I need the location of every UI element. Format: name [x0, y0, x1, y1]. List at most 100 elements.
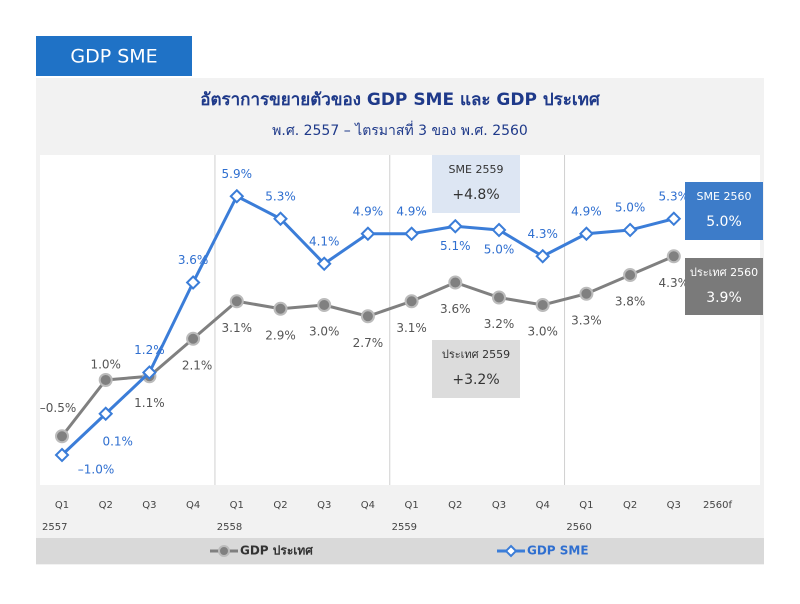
- point: [492, 290, 506, 305]
- x-tick-label: Q2: [623, 500, 637, 511]
- x-tick-label: 2560f: [703, 500, 732, 511]
- annotation-text: 5.0%: [706, 214, 742, 230]
- value-label: 1.1%: [134, 396, 165, 410]
- value-label: –0.5%: [40, 401, 77, 415]
- point: [98, 373, 113, 387]
- chart-title: อัตราการขยายตัวของ GDP SME และ GDP ประเท…: [200, 90, 601, 110]
- annotation-box: [685, 258, 763, 315]
- value-label: 3.1%: [396, 321, 427, 335]
- x-tick-label: Q2: [448, 500, 462, 511]
- point: [186, 331, 201, 346]
- point: [448, 275, 463, 290]
- point: [273, 211, 288, 227]
- point: [447, 218, 463, 234]
- annotation-title: ประเทศ 2559: [442, 348, 510, 361]
- header-title: GDP SME: [70, 46, 157, 68]
- value-label: 2.7%: [353, 336, 384, 350]
- point: [360, 309, 375, 324]
- x-tick-label: Q1: [404, 500, 418, 511]
- value-label: 5.0%: [484, 243, 515, 257]
- x-tick-label: Q4: [186, 500, 200, 511]
- value-label: 1.2%: [134, 343, 165, 357]
- value-label: 3.3%: [571, 313, 602, 327]
- value-label: 5.9%: [222, 167, 253, 181]
- value-label: 5.3%: [265, 189, 296, 203]
- annotation-box: [432, 155, 520, 213]
- point: [578, 226, 594, 242]
- value-label: 4.9%: [353, 204, 384, 218]
- point: [55, 429, 69, 444]
- value-label: 3.6%: [440, 302, 471, 316]
- value-label: 4.9%: [396, 204, 427, 218]
- value-label: 3.0%: [527, 325, 558, 339]
- value-label: –1.0%: [78, 463, 115, 477]
- point: [98, 406, 114, 422]
- x-tick-label: Q4: [361, 500, 375, 511]
- annotation-title: ประเทศ 2560: [690, 266, 758, 279]
- year-label: 2558: [217, 522, 242, 533]
- value-label: 4.9%: [571, 204, 602, 218]
- x-tick-label: Q3: [142, 500, 156, 511]
- x-tick-label: Q1: [230, 500, 244, 511]
- point: [229, 294, 244, 309]
- header-box: [36, 36, 192, 76]
- point: [404, 294, 419, 309]
- value-label: 3.8%: [615, 295, 646, 309]
- point: [535, 298, 550, 312]
- point: [273, 301, 288, 316]
- point: [666, 249, 681, 264]
- value-label: 4.1%: [309, 234, 340, 248]
- point: [141, 365, 157, 380]
- value-label: 3.2%: [484, 317, 515, 331]
- point: [185, 275, 201, 290]
- point: [579, 286, 594, 301]
- value-label: 5.3%: [659, 189, 690, 203]
- point: [491, 222, 507, 238]
- value-label: 3.6%: [178, 253, 209, 267]
- annotation-title: SME 2559: [449, 163, 504, 176]
- value-label: 3.1%: [222, 321, 253, 335]
- point: [404, 226, 420, 242]
- value-label: 1.0%: [90, 358, 121, 372]
- point: [54, 447, 70, 463]
- x-tick-label: Q1: [55, 500, 69, 511]
- annotation-box: [685, 182, 763, 240]
- value-label: 0.1%: [102, 434, 133, 448]
- x-tick-label: Q2: [99, 500, 113, 511]
- year-label: 2560: [566, 522, 591, 533]
- point: [229, 188, 245, 204]
- value-label: 2.9%: [265, 328, 296, 342]
- x-tick-label: Q1: [579, 500, 593, 511]
- value-label: 3.0%: [309, 325, 340, 339]
- annotation-text: +3.2%: [452, 372, 499, 388]
- value-label: 4.3%: [659, 276, 690, 290]
- x-tick-label: Q3: [317, 500, 331, 511]
- year-label: 2557: [42, 522, 67, 533]
- value-label: 5.1%: [440, 239, 471, 253]
- legend-label: GDP ประเทศ: [240, 544, 313, 558]
- point: [535, 248, 551, 264]
- x-tick-label: Q2: [273, 500, 287, 511]
- annotation-box: [432, 340, 520, 398]
- year-label: 2559: [392, 522, 417, 533]
- x-tick-label: Q3: [667, 500, 681, 511]
- x-tick-label: Q3: [492, 500, 506, 511]
- legend-marker: [504, 544, 518, 558]
- annotation-text: +4.8%: [452, 187, 499, 203]
- plot-area: [40, 155, 760, 485]
- legend-label: GDP SME: [527, 544, 589, 558]
- x-tick-label: Q4: [536, 500, 550, 511]
- point: [623, 268, 638, 282]
- point: [316, 256, 332, 272]
- value-label: 4.3%: [527, 227, 558, 241]
- annotation-text: 3.9%: [706, 290, 742, 306]
- point: [666, 211, 682, 227]
- legend-marker: [218, 545, 230, 557]
- value-label: 2.1%: [182, 358, 213, 372]
- value-label: 5.0%: [615, 201, 646, 215]
- point: [622, 222, 638, 238]
- point: [317, 298, 332, 312]
- chart-subtitle: พ.ศ. 2557 – ไตรมาสที่ 3 ของ พ.ศ. 2560: [272, 121, 528, 139]
